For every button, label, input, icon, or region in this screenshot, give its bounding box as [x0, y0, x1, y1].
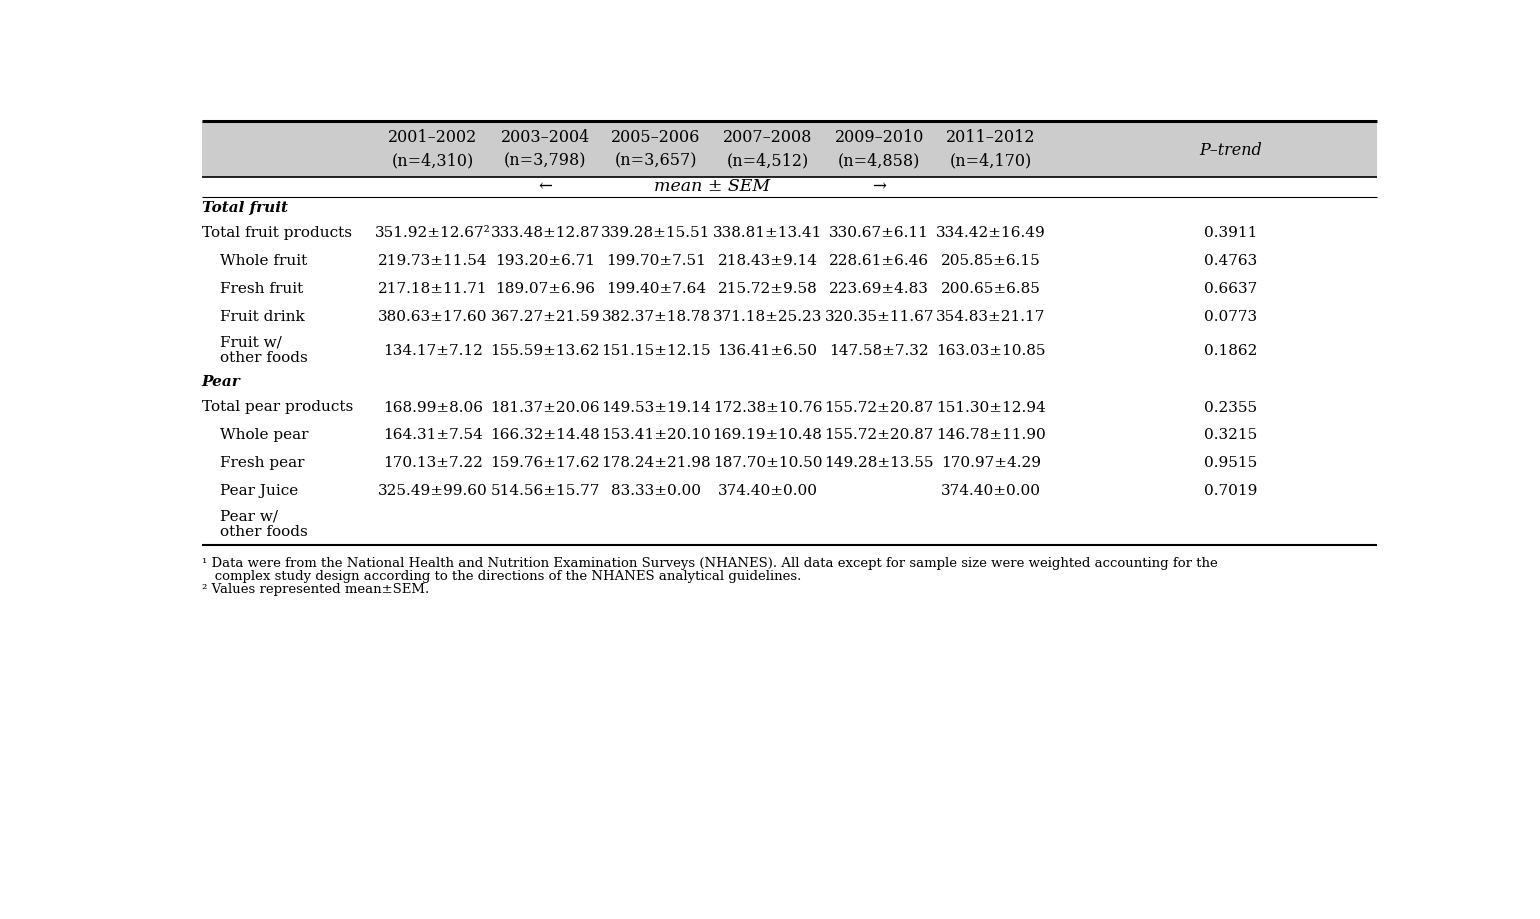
Text: 0.6637: 0.6637 [1204, 282, 1258, 296]
Text: Fruit drink: Fruit drink [220, 310, 305, 323]
Text: other foods: other foods [220, 351, 308, 365]
Text: Whole fruit: Whole fruit [220, 255, 306, 268]
Text: 330.67±6.11: 330.67±6.11 [829, 226, 929, 241]
Text: 374.40±0.00: 374.40±0.00 [941, 483, 1041, 498]
Text: 228.61±6.46: 228.61±6.46 [829, 255, 929, 268]
Text: mean ± SEM: mean ± SEM [653, 178, 770, 195]
Text: 2003–2004: 2003–2004 [500, 130, 590, 146]
Text: 170.97±4.29: 170.97±4.29 [941, 456, 1041, 470]
Text: 514.56±15.77: 514.56±15.77 [490, 483, 599, 498]
Text: 2009–2010: 2009–2010 [835, 130, 924, 146]
Text: Fresh pear: Fresh pear [220, 456, 303, 470]
Text: 83.33±0.00: 83.33±0.00 [611, 483, 701, 498]
Text: Fresh fruit: Fresh fruit [220, 282, 303, 296]
Text: 0.2355: 0.2355 [1204, 401, 1258, 414]
Text: 380.63±17.60: 380.63±17.60 [377, 310, 488, 323]
Text: 189.07±6.96: 189.07±6.96 [496, 282, 594, 296]
Text: 351.92±12.67²: 351.92±12.67² [374, 226, 491, 241]
Text: 0.7019: 0.7019 [1204, 483, 1258, 498]
Text: 187.70±10.50: 187.70±10.50 [713, 456, 822, 470]
Bar [202, 121, 1377, 176]
Text: (n=3,798): (n=3,798) [504, 153, 587, 170]
Text: 215.72±9.58: 215.72±9.58 [718, 282, 818, 296]
Text: 382.37±18.78: 382.37±18.78 [602, 310, 710, 323]
Text: 374.40±0.00: 374.40±0.00 [718, 483, 818, 498]
Text: 0.4763: 0.4763 [1204, 255, 1258, 268]
Text: 151.15±12.15: 151.15±12.15 [601, 344, 711, 357]
Text: 170.13±7.22: 170.13±7.22 [383, 456, 482, 470]
Text: 199.70±7.51: 199.70±7.51 [607, 255, 705, 268]
Text: 155.72±20.87: 155.72±20.87 [824, 428, 933, 442]
Text: 149.53±19.14: 149.53±19.14 [601, 401, 711, 414]
Text: 339.28±15.51: 339.28±15.51 [601, 226, 710, 241]
Text: ² Values represented mean±SEM.: ² Values represented mean±SEM. [202, 583, 430, 596]
Text: 2001–2002: 2001–2002 [388, 130, 477, 146]
Text: 163.03±10.85: 163.03±10.85 [936, 344, 1046, 357]
Text: 146.78±11.90: 146.78±11.90 [936, 428, 1046, 442]
Text: (n=4,858): (n=4,858) [838, 153, 921, 170]
Text: 371.18±25.23: 371.18±25.23 [713, 310, 822, 323]
Text: 2005–2006: 2005–2006 [611, 130, 701, 146]
Text: ←: ← [537, 178, 551, 195]
Text: 168.99±8.06: 168.99±8.06 [383, 401, 482, 414]
Text: 320.35±11.67: 320.35±11.67 [824, 310, 933, 323]
Text: other foods: other foods [220, 525, 308, 539]
Text: 199.40±7.64: 199.40±7.64 [605, 282, 705, 296]
Text: Total fruit products: Total fruit products [202, 226, 351, 241]
Text: 134.17±7.12: 134.17±7.12 [383, 344, 482, 357]
Text: 217.18±11.71: 217.18±11.71 [377, 282, 488, 296]
Text: 151.30±12.94: 151.30±12.94 [936, 401, 1046, 414]
Text: 169.19±10.48: 169.19±10.48 [713, 428, 822, 442]
Text: 0.3911: 0.3911 [1204, 226, 1258, 241]
Text: 172.38±10.76: 172.38±10.76 [713, 401, 822, 414]
Text: Total pear products: Total pear products [202, 401, 353, 414]
Text: 181.37±20.06: 181.37±20.06 [490, 401, 601, 414]
Text: 0.1862: 0.1862 [1204, 344, 1258, 357]
Text: P–trend: P–trend [1200, 142, 1263, 159]
Text: Pear: Pear [202, 375, 240, 389]
Text: 218.43±9.14: 218.43±9.14 [718, 255, 818, 268]
Text: complex study design according to the directions of the NHANES analytical guidel: complex study design according to the di… [202, 570, 801, 583]
Text: 147.58±7.32: 147.58±7.32 [830, 344, 929, 357]
Text: (n=4,170): (n=4,170) [950, 153, 1032, 170]
Text: 223.69±4.83: 223.69±4.83 [829, 282, 929, 296]
Text: 164.31±7.54: 164.31±7.54 [383, 428, 482, 442]
Text: (n=4,310): (n=4,310) [391, 153, 474, 170]
Text: 205.85±6.15: 205.85±6.15 [941, 255, 1041, 268]
Text: 159.76±17.62: 159.76±17.62 [490, 456, 601, 470]
Text: 2007–2008: 2007–2008 [722, 130, 812, 146]
Text: 178.24±21.98: 178.24±21.98 [601, 456, 711, 470]
Text: Pear Juice: Pear Juice [220, 483, 297, 498]
Text: 155.72±20.87: 155.72±20.87 [824, 401, 933, 414]
Text: 153.41±20.10: 153.41±20.10 [601, 428, 711, 442]
Text: Whole pear: Whole pear [220, 428, 308, 442]
Text: (n=4,512): (n=4,512) [727, 153, 809, 170]
Text: 2011–2012: 2011–2012 [946, 130, 1035, 146]
Text: 354.83±21.17: 354.83±21.17 [936, 310, 1046, 323]
Text: ¹ Data were from the National Health and Nutrition Examination Surveys (NHANES).: ¹ Data were from the National Health and… [202, 557, 1218, 570]
Text: 0.9515: 0.9515 [1204, 456, 1258, 470]
Text: 334.42±16.49: 334.42±16.49 [936, 226, 1046, 241]
Text: 367.27±21.59: 367.27±21.59 [490, 310, 601, 323]
Text: Total fruit: Total fruit [202, 201, 288, 215]
Text: 166.32±14.48: 166.32±14.48 [490, 428, 601, 442]
Text: 200.65±6.85: 200.65±6.85 [941, 282, 1041, 296]
Text: 338.81±13.41: 338.81±13.41 [713, 226, 822, 241]
Text: 0.0773: 0.0773 [1204, 310, 1258, 323]
Text: 219.73±11.54: 219.73±11.54 [377, 255, 488, 268]
Text: Fruit w/: Fruit w/ [220, 335, 282, 349]
Text: 325.49±99.60: 325.49±99.60 [377, 483, 488, 498]
Text: →: → [872, 178, 885, 195]
Text: Pear w/: Pear w/ [220, 509, 277, 524]
Text: 149.28±13.55: 149.28±13.55 [824, 456, 933, 470]
Text: 193.20±6.71: 193.20±6.71 [496, 255, 594, 268]
Text: 333.48±12.87: 333.48±12.87 [491, 226, 599, 241]
Text: 155.59±13.62: 155.59±13.62 [490, 344, 601, 357]
Text: 136.41±6.50: 136.41±6.50 [718, 344, 818, 357]
Text: (n=3,657): (n=3,657) [614, 153, 698, 170]
Text: 0.3215: 0.3215 [1204, 428, 1258, 442]
